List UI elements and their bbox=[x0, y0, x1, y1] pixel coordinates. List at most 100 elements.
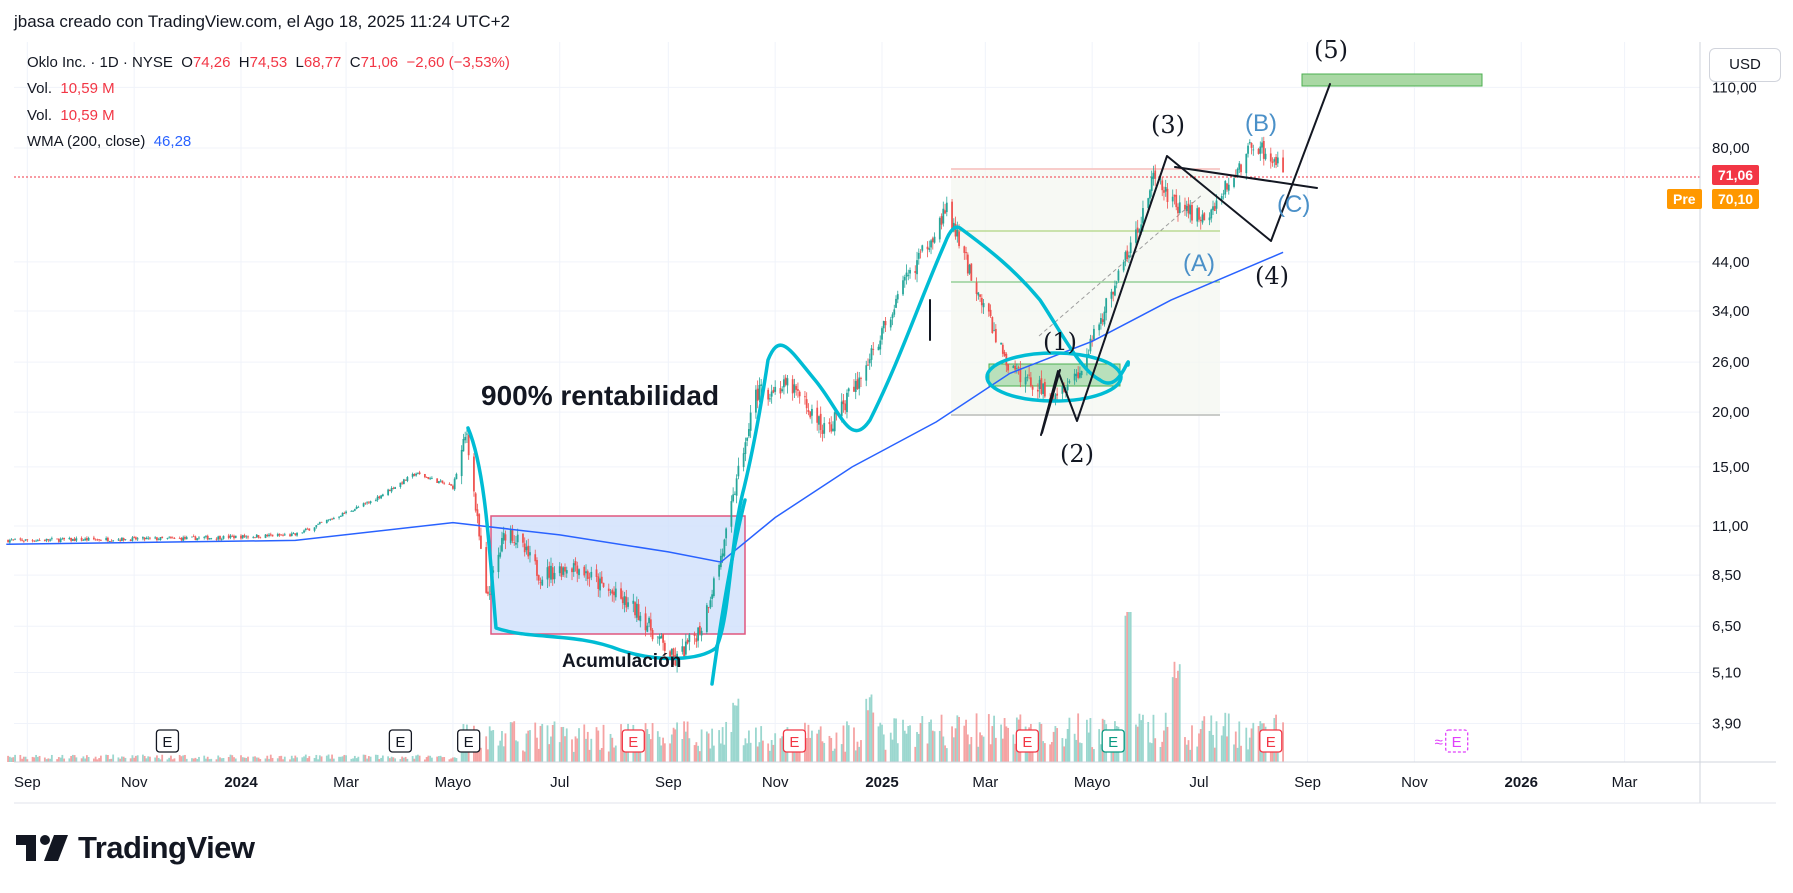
candle bbox=[909, 267, 911, 279]
time-tick: Sep bbox=[14, 774, 41, 791]
volume-bar bbox=[289, 759, 291, 762]
volume-bar bbox=[553, 721, 556, 762]
candle bbox=[889, 316, 892, 331]
legend-wma[interactable]: WMA (200, close) 46,28 bbox=[27, 133, 192, 150]
volume-bar bbox=[893, 718, 896, 762]
volume-bar bbox=[954, 728, 957, 762]
candle bbox=[339, 515, 342, 517]
volume-bar bbox=[977, 746, 980, 762]
tradingview-logo[interactable]: TradingView bbox=[16, 830, 255, 866]
candle bbox=[499, 545, 502, 559]
price-tick: 44,00 bbox=[1712, 254, 1750, 271]
candle bbox=[92, 535, 95, 541]
volume-bar bbox=[332, 758, 335, 762]
candle bbox=[474, 491, 477, 513]
volume-bar bbox=[394, 758, 397, 762]
earnings-marker[interactable]: E bbox=[155, 729, 180, 753]
candle bbox=[436, 478, 439, 484]
candle bbox=[401, 481, 404, 485]
volume-bar bbox=[811, 730, 813, 762]
candle bbox=[1135, 221, 1137, 249]
volume-bar bbox=[1227, 713, 1230, 762]
candle bbox=[595, 564, 598, 583]
volume-bar bbox=[268, 758, 270, 762]
volume-bar bbox=[180, 756, 183, 762]
candle bbox=[280, 534, 283, 536]
volume-bar bbox=[313, 757, 316, 762]
candle bbox=[1154, 164, 1157, 186]
candle bbox=[59, 537, 62, 543]
volume-bar bbox=[21, 758, 23, 762]
volume-bar bbox=[676, 722, 678, 762]
candle bbox=[438, 481, 440, 484]
earnings-marker[interactable]: E bbox=[621, 729, 645, 753]
candle bbox=[1019, 361, 1022, 388]
symbol-name[interactable]: Oklo Inc. · 1D · NYSE bbox=[27, 54, 173, 71]
time-tick: Sep bbox=[1294, 774, 1321, 791]
tradingview-logo-icon bbox=[16, 835, 68, 861]
volume-bar bbox=[991, 726, 994, 762]
candle bbox=[96, 538, 99, 541]
volume-bar bbox=[387, 756, 390, 762]
volume-bar bbox=[537, 748, 540, 762]
legend-volume-1[interactable]: Vol. 10,59 M bbox=[27, 80, 115, 97]
wave-1-label: (1) bbox=[1043, 328, 1077, 356]
volume-bar bbox=[22, 756, 25, 762]
candle bbox=[460, 445, 463, 485]
volume-bar bbox=[686, 721, 689, 762]
volume-bar bbox=[609, 733, 612, 762]
volume-bar bbox=[185, 758, 188, 762]
candle bbox=[819, 406, 822, 438]
volume-bar bbox=[1247, 749, 1249, 762]
candle bbox=[1252, 144, 1255, 156]
candle bbox=[597, 573, 600, 597]
volume-bar bbox=[171, 759, 174, 762]
candle bbox=[1164, 179, 1167, 197]
candle bbox=[390, 486, 393, 494]
volume-bar bbox=[1149, 742, 1151, 762]
volume-bar bbox=[259, 759, 262, 762]
earnings-marker[interactable]: E bbox=[1259, 729, 1283, 753]
candle bbox=[709, 596, 712, 610]
volume-bar bbox=[987, 714, 990, 762]
earnings-marker[interactable]: E bbox=[457, 729, 481, 753]
candle bbox=[1238, 160, 1241, 173]
volume-bar bbox=[854, 750, 857, 762]
volume-bar bbox=[438, 756, 440, 762]
candle bbox=[1184, 197, 1186, 216]
currency-button[interactable]: USD bbox=[1709, 48, 1781, 82]
volume-bar bbox=[660, 745, 663, 762]
earnings-marker[interactable]: E bbox=[388, 729, 413, 753]
volume-bar bbox=[1154, 738, 1157, 762]
candle bbox=[47, 539, 50, 543]
candle bbox=[749, 405, 752, 438]
upcoming-earnings-marker[interactable]: ≈ E bbox=[1435, 729, 1469, 753]
volume-bar bbox=[327, 754, 330, 762]
volume-bar bbox=[57, 757, 60, 762]
legend-volume-2[interactable]: Vol. 10,59 M bbox=[27, 107, 115, 124]
earnings-marker[interactable]: E bbox=[782, 729, 807, 753]
volume-bar bbox=[865, 698, 868, 762]
close-value: 71,06 bbox=[360, 54, 399, 71]
earnings-marker[interactable]: E bbox=[1101, 729, 1125, 753]
volume-bar bbox=[926, 743, 929, 762]
earnings-marker[interactable]: E bbox=[1015, 729, 1040, 753]
volume-bar bbox=[455, 758, 458, 762]
volume-bar bbox=[536, 737, 538, 762]
candle bbox=[529, 545, 531, 563]
volume-bar bbox=[1282, 722, 1284, 762]
candle bbox=[730, 495, 733, 533]
candle bbox=[979, 294, 981, 302]
candle bbox=[1185, 200, 1188, 217]
volume-bar bbox=[756, 746, 759, 762]
wave-a-label: (A) bbox=[1183, 250, 1215, 277]
candle bbox=[1042, 383, 1045, 400]
candle bbox=[1007, 364, 1009, 374]
price-tick: 6,50 bbox=[1712, 618, 1741, 635]
candle bbox=[439, 479, 442, 483]
candle bbox=[271, 534, 274, 537]
volume-bar bbox=[669, 743, 671, 762]
candle bbox=[269, 532, 272, 537]
candle bbox=[1222, 189, 1225, 200]
